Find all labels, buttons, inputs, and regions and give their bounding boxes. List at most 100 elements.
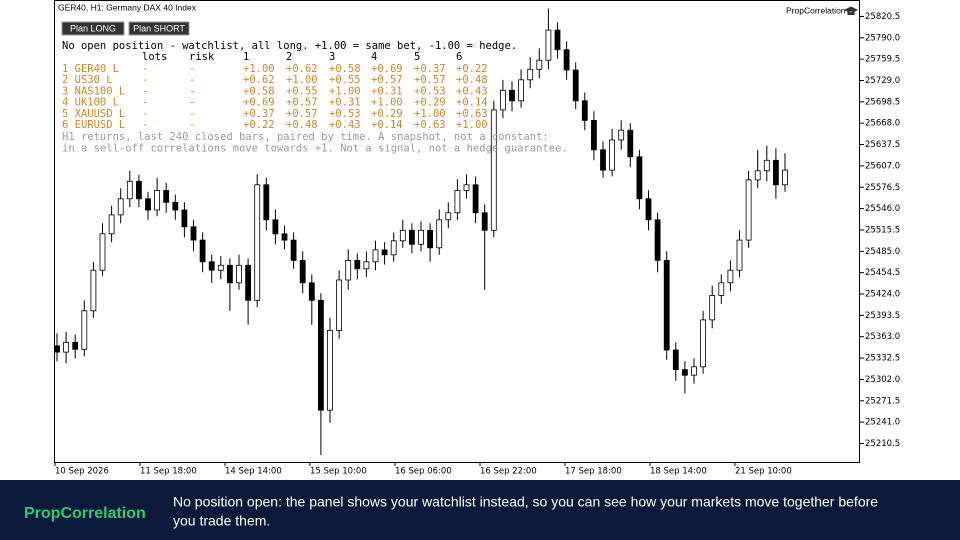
candle-body xyxy=(245,264,252,301)
y-tick-label: 25210.5 xyxy=(865,439,900,449)
table-cell: - xyxy=(189,63,195,75)
candle-body xyxy=(290,239,297,261)
table-cell: +0.63 xyxy=(456,108,488,120)
y-tick-label: 25241.0 xyxy=(865,418,900,428)
candle-body xyxy=(199,239,206,263)
candle-body xyxy=(672,349,679,371)
button[interactable]: Plan SHORT xyxy=(128,21,190,36)
table-cell: +1.00 xyxy=(243,63,275,75)
table-cell: +0.29 xyxy=(414,97,446,109)
table-cell: +0.48 xyxy=(286,119,318,131)
y-tick-label: 25790.0 xyxy=(865,33,900,43)
table-cell: 5 XAUUSD L xyxy=(62,108,125,120)
table-cell: 2 US30 L xyxy=(62,74,113,86)
table-cell: +0.69 xyxy=(371,63,403,75)
y-tick-label: 25607.0 xyxy=(865,161,900,171)
column-header: 3 xyxy=(329,51,335,63)
table-cell: +0.37 xyxy=(243,108,275,120)
x-tick-label: 16 Sep 22:00 xyxy=(480,467,537,477)
candle-body xyxy=(581,100,588,121)
panel-note: H1 returns, last 240 closed bars, paired… xyxy=(62,131,549,143)
table-cell: - xyxy=(189,108,195,120)
table-cell: +1.00 xyxy=(456,119,488,131)
y-tick-label: 25393.5 xyxy=(865,311,900,321)
table-cell: - xyxy=(142,108,148,120)
candle-body xyxy=(126,180,133,200)
table-cell: - xyxy=(142,74,148,86)
candle-body xyxy=(718,282,725,296)
candle-body xyxy=(545,29,552,61)
table-cell: +0.57 xyxy=(286,108,318,120)
candle-body xyxy=(63,341,69,353)
table-cell: 4 UK100 L xyxy=(62,97,119,109)
candle-body xyxy=(591,120,597,151)
table-cell: +0.14 xyxy=(456,97,488,109)
candle-body xyxy=(663,259,670,351)
table-cell: +1.00 xyxy=(414,108,446,120)
candle-body xyxy=(499,89,506,111)
banner xyxy=(0,480,960,540)
candle-body xyxy=(327,329,333,411)
table-cell: - xyxy=(142,119,148,131)
column-header: 2 xyxy=(286,51,292,63)
table-cell: +0.57 xyxy=(414,74,446,86)
button-bg[interactable] xyxy=(61,21,125,36)
x-tick-label: 16 Sep 06:00 xyxy=(395,467,452,477)
panel-note: in a sell-off correlations move towards … xyxy=(62,143,568,155)
y-tick-label: 25485.0 xyxy=(865,247,900,257)
table-cell: +0.31 xyxy=(329,97,361,109)
candle-body xyxy=(354,259,361,270)
y-tick-label: 25515.5 xyxy=(865,225,900,235)
y-tick-label: 25576.5 xyxy=(865,183,900,193)
table-cell: +1.00 xyxy=(286,74,318,86)
candle-body xyxy=(636,156,643,200)
table-cell: - xyxy=(142,63,148,75)
table-cell: 1 GER40 L xyxy=(62,63,119,75)
candle-body xyxy=(736,239,743,271)
candle-body xyxy=(572,69,579,102)
candle-body xyxy=(700,319,706,368)
candle-body xyxy=(527,68,534,81)
candle-body xyxy=(618,129,625,141)
candle-body xyxy=(154,189,161,211)
plot-frame xyxy=(54,0,860,463)
candle-body xyxy=(363,261,370,270)
candle-body xyxy=(390,240,397,256)
y-tick-label: 25454.5 xyxy=(865,268,900,278)
y-tick-label: 25332.5 xyxy=(865,354,900,364)
button-bg[interactable] xyxy=(128,21,190,36)
button-label[interactable]: Plan SHORT xyxy=(133,23,185,33)
table-cell: +0.55 xyxy=(329,74,361,86)
brand-icon xyxy=(843,6,859,15)
candle-body xyxy=(172,201,179,211)
candle-body xyxy=(436,219,443,249)
table-cell: 3 NAS100 L xyxy=(62,85,125,97)
candle-body xyxy=(454,189,461,214)
table-cell: +0.22 xyxy=(243,119,275,131)
y-tick-label: 25820.5 xyxy=(865,12,900,22)
table-cell: +0.55 xyxy=(286,85,318,97)
candle-body xyxy=(472,184,479,214)
table-cell: - xyxy=(189,119,195,131)
candle-body xyxy=(427,229,434,249)
button-label[interactable]: Plan LONG xyxy=(70,23,116,33)
table-cell: - xyxy=(189,85,195,97)
button[interactable]: Plan LONG xyxy=(61,21,125,36)
x-tick-label: 15 Sep 10:00 xyxy=(310,467,367,477)
table-cell: +0.57 xyxy=(371,74,403,86)
candle-body xyxy=(490,109,497,231)
y-tick-label: 25729.0 xyxy=(865,76,900,86)
candle-body xyxy=(654,219,661,261)
column-header: 5 xyxy=(414,51,420,63)
table-cell: +1.00 xyxy=(371,97,403,109)
candle-body xyxy=(317,299,324,411)
candle-body xyxy=(627,129,634,158)
candle-body xyxy=(782,169,788,186)
candle-body xyxy=(754,170,761,181)
candle-body xyxy=(682,369,688,376)
x-tick-label: 11 Sep 18:00 xyxy=(140,467,197,477)
y-tick-label: 25637.5 xyxy=(865,140,900,150)
candle-body xyxy=(81,310,88,350)
candle-body xyxy=(563,49,570,71)
